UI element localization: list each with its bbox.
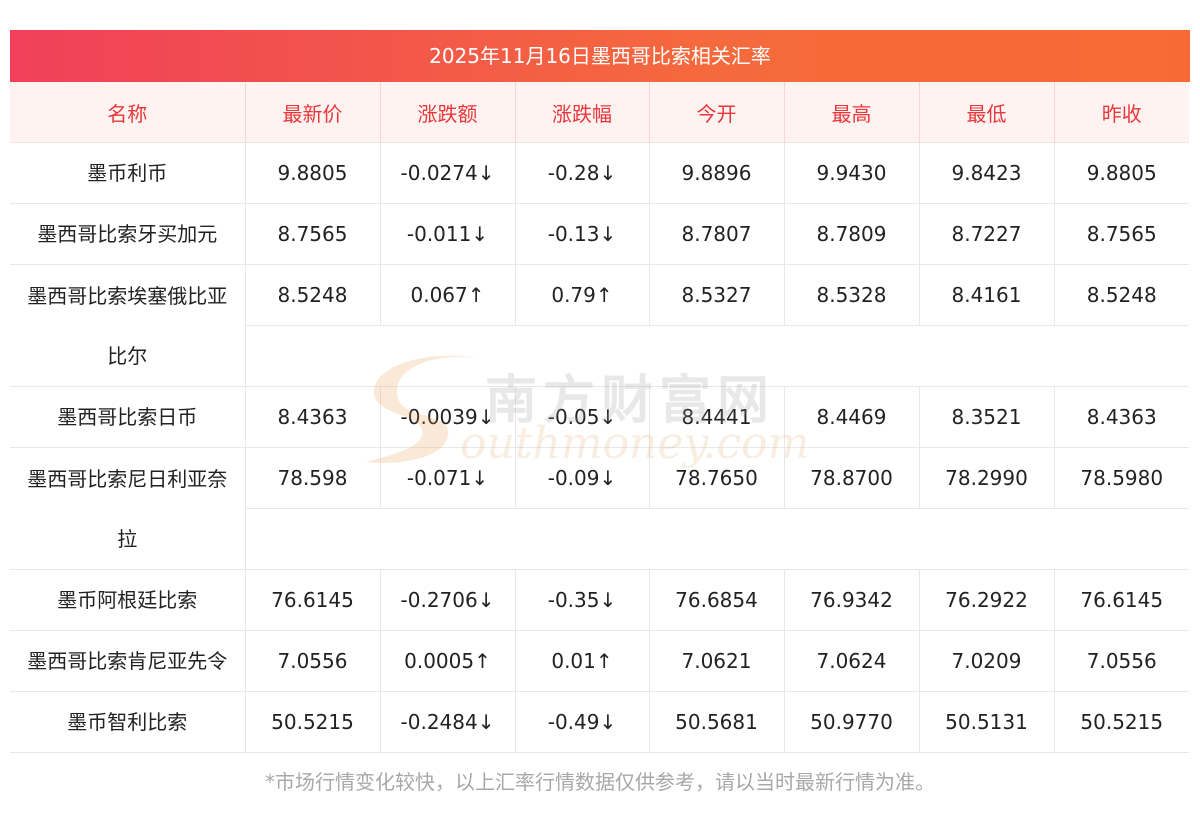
currency-pair-name-line1: 墨西哥比索尼日利亚奈: [27, 466, 228, 491]
low-price: 78.2990: [919, 447, 1055, 509]
column-header-close: 昨收: [1054, 82, 1189, 143]
column-header-change: 涨跌额: [380, 82, 516, 143]
open-price: 7.0621: [649, 630, 785, 692]
low-price: 8.7227: [919, 203, 1055, 265]
open-price: 50.5681: [649, 691, 785, 753]
low-price: 76.2922: [919, 569, 1055, 631]
low-price: 8.4161: [919, 264, 1055, 326]
high-price: 50.9770: [784, 691, 920, 753]
change-amount: 0.0005↑: [380, 630, 516, 692]
latest-price: 8.5248: [245, 264, 381, 326]
change-amount: -0.0039↓: [380, 386, 516, 448]
exchange-rate-table: 名称 最新价 涨跌额 涨跌幅 今开 最高 最低 昨收 墨币利币 9.8805 -…: [10, 82, 1189, 753]
table-row: 墨币智利比索 50.5215 -0.2484↓ -0.49↓ 50.5681 5…: [10, 691, 1189, 753]
table-title-banner: 2025年11月16日墨西哥比索相关汇率: [10, 30, 1190, 82]
table-row: 墨西哥比索尼日利亚奈 拉 78.598 -0.071↓ -0.09↓ 78.76…: [10, 447, 1189, 570]
currency-pair-name: 墨西哥比索牙买加元: [10, 203, 246, 265]
high-price: 78.8700: [784, 447, 920, 509]
currency-pair-name: 墨西哥比索日币: [10, 386, 246, 448]
empty-cell: [244, 508, 1189, 570]
high-price: 8.4469: [784, 386, 920, 448]
open-price: 9.8896: [649, 142, 785, 204]
column-header-change-pct: 涨跌幅: [515, 82, 650, 143]
currency-pair-name: 墨币阿根廷比索: [10, 569, 246, 631]
change-percent: -0.09↓: [515, 447, 650, 509]
open-price: 8.4441: [649, 386, 785, 448]
previous-close: 76.6145: [1054, 569, 1189, 631]
change-amount: -0.2484↓: [380, 691, 516, 753]
currency-pair-name-line1: 墨西哥比索埃塞俄比亚: [27, 283, 228, 308]
table-row: 墨西哥比索日币 8.4363 -0.0039↓ -0.05↓ 8.4441 8.…: [10, 386, 1189, 448]
currency-pair-name: 墨西哥比索埃塞俄比亚 比尔: [10, 264, 246, 387]
table-row-continuation: [10, 325, 1189, 387]
high-price: 8.5328: [784, 264, 920, 326]
change-percent: -0.05↓: [515, 386, 650, 448]
disclaimer-footnote: *市场行情变化较快，以上汇率行情数据仅供参考，请以当时最新行情为准。: [265, 770, 935, 794]
low-price: 7.0209: [919, 630, 1055, 692]
change-amount: 0.067↑: [380, 264, 516, 326]
change-amount: -0.011↓: [380, 203, 516, 265]
change-percent: 0.01↑: [515, 630, 650, 692]
latest-price: 8.4363: [245, 386, 381, 448]
change-percent: -0.49↓: [515, 691, 650, 753]
open-price: 76.6854: [649, 569, 785, 631]
latest-price: 76.6145: [245, 569, 381, 631]
previous-close: 50.5215: [1054, 691, 1189, 753]
column-header-high: 最高: [784, 82, 920, 143]
currency-pair-name-line2: 拉: [117, 526, 138, 551]
currency-pair-name: 墨西哥比索肯尼亚先令: [10, 630, 246, 692]
previous-close: 8.4363: [1054, 386, 1189, 448]
open-price: 8.5327: [649, 264, 785, 326]
open-price: 8.7807: [649, 203, 785, 265]
currency-pair-name: 墨币智利比索: [10, 691, 246, 753]
high-price: 7.0624: [784, 630, 920, 692]
table-row-continuation: [10, 508, 1189, 570]
empty-cell: [244, 325, 1189, 387]
column-header-latest: 最新价: [245, 82, 381, 143]
change-percent: -0.35↓: [515, 569, 650, 631]
column-header-name: 名称: [10, 82, 246, 143]
latest-price: 8.7565: [245, 203, 381, 265]
table-row: 墨西哥比索埃塞俄比亚 比尔 8.5248 0.067↑ 0.79↑ 8.5327…: [10, 264, 1189, 387]
column-header-low: 最低: [919, 82, 1055, 143]
high-price: 9.9430: [784, 142, 920, 204]
change-amount: -0.2706↓: [380, 569, 516, 631]
previous-close: 7.0556: [1054, 630, 1189, 692]
high-price: 76.9342: [784, 569, 920, 631]
column-header-open: 今开: [649, 82, 785, 143]
previous-close: 8.7565: [1054, 203, 1189, 265]
low-price: 50.5131: [919, 691, 1055, 753]
change-amount: -0.0274↓: [380, 142, 516, 204]
currency-pair-name: 墨西哥比索尼日利亚奈 拉: [10, 447, 246, 570]
previous-close: 8.5248: [1054, 264, 1189, 326]
previous-close: 9.8805: [1054, 142, 1189, 204]
latest-price: 7.0556: [245, 630, 381, 692]
latest-price: 9.8805: [245, 142, 381, 204]
currency-pair-name: 墨币利币: [10, 142, 246, 204]
table-row: 墨西哥比索牙买加元 8.7565 -0.011↓ -0.13↓ 8.7807 8…: [10, 203, 1189, 265]
previous-close: 78.5980: [1054, 447, 1189, 509]
latest-price: 78.598: [245, 447, 381, 509]
low-price: 9.8423: [919, 142, 1055, 204]
table-row: 墨币阿根廷比索 76.6145 -0.2706↓ -0.35↓ 76.6854 …: [10, 569, 1189, 631]
change-percent: 0.79↑: [515, 264, 650, 326]
change-percent: -0.28↓: [515, 142, 650, 204]
table-header-row: 名称 最新价 涨跌额 涨跌幅 今开 最高 最低 昨收: [10, 82, 1189, 143]
latest-price: 50.5215: [245, 691, 381, 753]
currency-pair-name-line2: 比尔: [107, 343, 148, 368]
low-price: 8.3521: [919, 386, 1055, 448]
change-percent: -0.13↓: [515, 203, 650, 265]
table-row: 墨西哥比索肯尼亚先令 7.0556 0.0005↑ 0.01↑ 7.0621 7…: [10, 630, 1189, 692]
table-row: 墨币利币 9.8805 -0.0274↓ -0.28↓ 9.8896 9.943…: [10, 142, 1189, 204]
change-amount: -0.071↓: [380, 447, 516, 509]
open-price: 78.7650: [649, 447, 785, 509]
high-price: 8.7809: [784, 203, 920, 265]
